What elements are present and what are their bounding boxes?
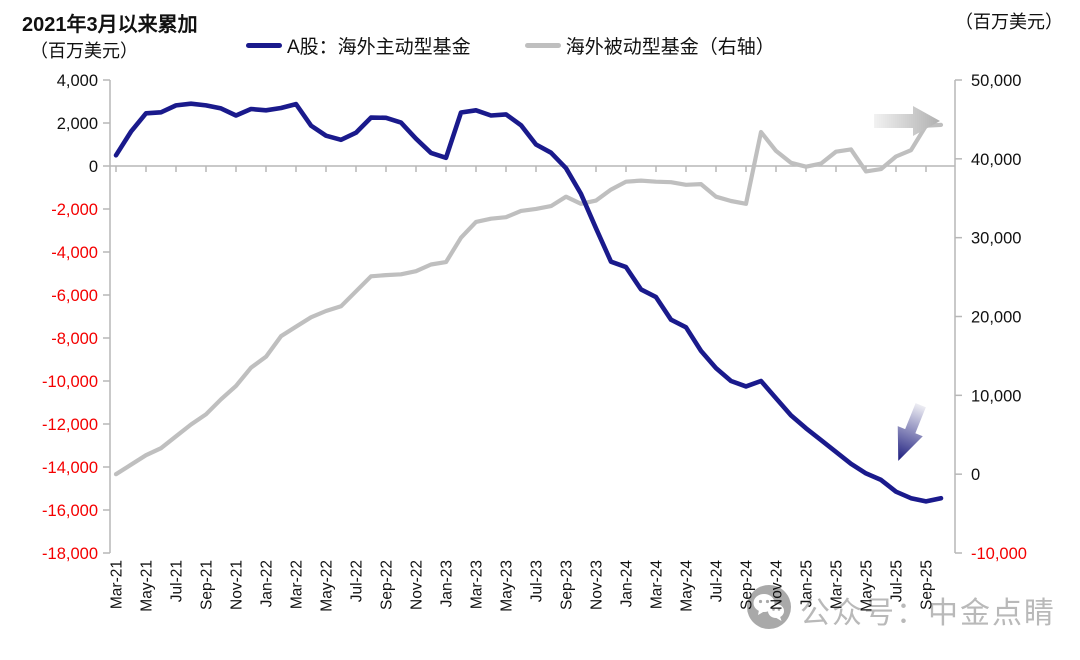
x-axis-label: Jul-25 — [889, 560, 906, 602]
x-axis-label: Sep-23 — [559, 560, 576, 610]
active-trend-arrow — [897, 403, 926, 461]
left-axis-label: -6,000 — [51, 287, 98, 305]
x-axis-label: Jan-24 — [619, 560, 636, 608]
x-axis-label: Sep-21 — [199, 560, 216, 610]
left-axis-label: -8,000 — [51, 330, 98, 348]
chart-title-unit: （百万美元） — [30, 41, 138, 61]
passive-trend-arrow — [874, 106, 940, 136]
watermark-text: 公众号：中金点睛 — [800, 596, 1056, 630]
x-axis-label: Mar-22 — [289, 560, 306, 609]
right-axis-label: 40,000 — [971, 151, 1021, 169]
legend-item-active-fund: A股：海外主动型基金 — [246, 32, 471, 59]
x-axis-label: Mar-23 — [469, 560, 486, 609]
left-axis-label: 2,000 — [57, 115, 98, 133]
left-axis-label: -12,000 — [42, 416, 98, 434]
right-axis-label: 50,000 — [971, 72, 1021, 90]
chart-title: 2021年3月以来累加 — [22, 14, 198, 36]
series-line-active — [113, 101, 944, 504]
right-axis-label: 10,000 — [971, 387, 1021, 405]
x-axis-label: May-21 — [139, 560, 156, 612]
x-axis-label: Jul-21 — [169, 560, 186, 602]
x-axis-label: Mar-21 — [109, 560, 126, 609]
x-axis-label: Nov-23 — [589, 560, 606, 610]
x-axis-label: May-25 — [859, 560, 876, 612]
legend-label-active-fund: A股：海外主动型基金 — [287, 37, 471, 58]
x-axis-label: Jan-23 — [439, 560, 456, 607]
legend-item-passive-fund: 海外被动型基金（右轴） — [524, 32, 775, 59]
left-axis-label: -16,000 — [42, 502, 98, 520]
series-line-passive — [113, 122, 944, 477]
x-axis-label: Jul-23 — [529, 560, 546, 602]
x-axis-label: Jul-22 — [349, 560, 366, 602]
x-axis-label: Jan-25 — [799, 560, 816, 607]
x-axis-label: Sep-25 — [919, 560, 936, 610]
axes — [109, 80, 956, 553]
watermark: 公众号：中金点睛 — [746, 584, 1056, 635]
x-axis-label: May-24 — [679, 560, 696, 612]
legend: A股：海外主动型基金 海外被动型基金（右轴） — [246, 32, 775, 59]
right-axis-label: 0 — [971, 466, 980, 484]
right-axis-label: 30,000 — [971, 230, 1021, 248]
x-axis-label: May-22 — [319, 560, 336, 612]
x-axis-label: Nov-22 — [409, 560, 426, 610]
left-axis-ticks: 4,000 2,000 0 -2,000 -4,000 -6,000 -8,000 -10,0… — [42, 72, 110, 563]
wechat-icon — [746, 584, 792, 635]
x-axis-label: May-23 — [499, 560, 516, 612]
left-axis-label: 4,000 — [57, 72, 98, 90]
left-axis-label: -14,000 — [42, 459, 98, 477]
right-axis-unit: （百万美元） — [955, 12, 1063, 32]
right-axis-label: 20,000 — [971, 309, 1021, 327]
x-axis-label: Jan-22 — [259, 560, 276, 607]
left-axis-label: -4,000 — [51, 244, 98, 262]
x-axis-label: Nov-21 — [229, 560, 246, 610]
x-axis-label: Jul-24 — [709, 560, 726, 603]
left-axis-label: -2,000 — [51, 201, 98, 219]
legend-swatch-active-fund — [246, 43, 282, 48]
right-axis-ticks: 50,000 40,000 30,000 20,000 10,000 0 -10,000 — [955, 72, 1027, 563]
left-axis-label: -10,000 — [42, 373, 98, 391]
x-axis-label: Sep-22 — [379, 560, 396, 610]
x-axis-label: Sep-24 — [739, 560, 756, 610]
x-axis-label: Nov-24 — [769, 560, 786, 610]
left-axis-label: 0 — [89, 158, 98, 176]
legend-swatch-passive-fund — [524, 43, 561, 48]
right-axis-label: -10,000 — [971, 545, 1027, 563]
left-axis-label: -18,000 — [42, 545, 98, 563]
x-axis-label: Mar-25 — [829, 560, 846, 609]
x-axis-label: Mar-24 — [649, 560, 666, 609]
x-axis-ticks: Mar-21 May-21 Jul-21 Sep-21 Nov-21 Jan-22 Mar-… — [109, 166, 936, 612]
legend-label-passive-fund: 海外被动型基金（右轴） — [565, 37, 775, 58]
